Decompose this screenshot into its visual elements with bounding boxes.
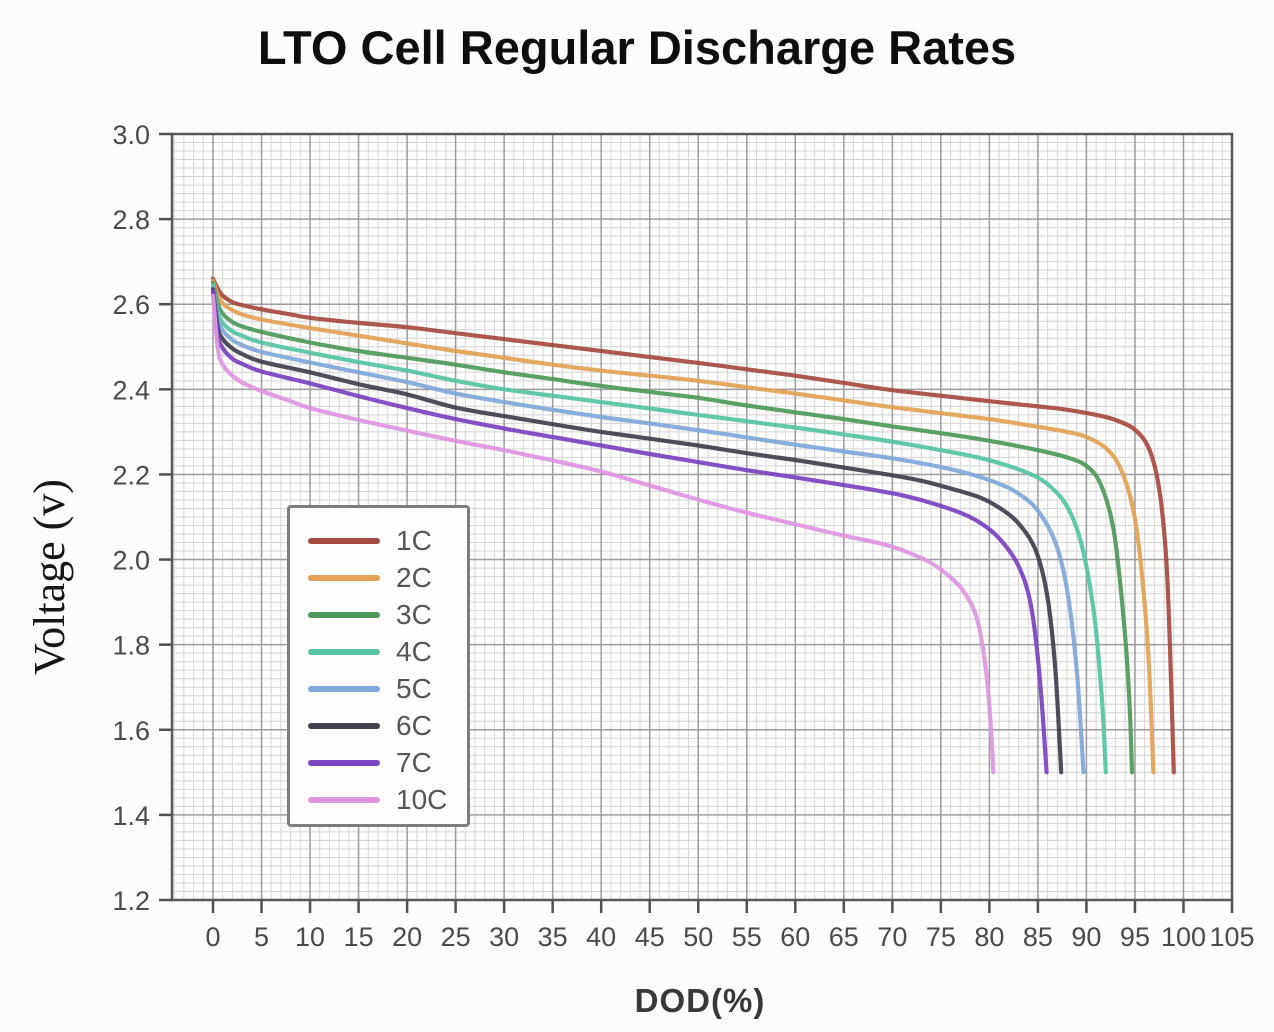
x-tick-label: 95 bbox=[1120, 922, 1150, 952]
x-tick-label: 65 bbox=[829, 922, 859, 952]
x-tick-label: 100 bbox=[1161, 922, 1206, 952]
x-tick-label: 90 bbox=[1071, 922, 1101, 952]
legend-line-swatch bbox=[308, 759, 380, 766]
x-tick-label: 80 bbox=[974, 922, 1004, 952]
x-tick-label: 75 bbox=[926, 922, 956, 952]
curve-6c bbox=[210, 287, 1064, 775]
y-tick-label: 2.4 bbox=[112, 375, 150, 405]
legend-line-swatch bbox=[308, 796, 380, 803]
y-tick-label: 2.2 bbox=[112, 460, 150, 490]
curve-4c bbox=[210, 283, 1108, 775]
legend-line-swatch bbox=[308, 648, 380, 655]
series-curves bbox=[210, 276, 1176, 775]
legend-line-swatch bbox=[308, 722, 380, 729]
y-tick-label: 2.0 bbox=[112, 546, 150, 576]
x-tick-label: 60 bbox=[780, 922, 810, 952]
legend-item-3c: 3C bbox=[308, 596, 467, 633]
legend-line-swatch bbox=[308, 685, 380, 692]
plot-frame bbox=[170, 132, 1234, 902]
legend-label: 5C bbox=[396, 672, 432, 704]
legend-label: 6C bbox=[396, 709, 432, 741]
y-tick-label: 1.2 bbox=[112, 886, 150, 916]
legend-item-10c: 10C bbox=[308, 781, 467, 818]
legend-label: 2C bbox=[396, 561, 432, 593]
x-tick-label: 10 bbox=[295, 922, 325, 952]
legend-line-swatch bbox=[308, 537, 380, 544]
x-tick-label: 55 bbox=[732, 922, 762, 952]
curve-1c bbox=[210, 276, 1176, 775]
legend-label: 1C bbox=[396, 524, 432, 556]
y-tick-label: 2.8 bbox=[112, 205, 150, 235]
tick-labels: 0 5 10 15 20 25 30 35 40 45 50 55 60 65 70 75 80 85 90 95 10… bbox=[112, 120, 1254, 952]
y-tick-label: 3.0 bbox=[112, 120, 150, 150]
chart-title: LTO Cell Regular Discharge Rates bbox=[257, 21, 1017, 74]
x-tick-label: 105 bbox=[1209, 922, 1254, 952]
axis-ticks bbox=[159, 132, 1234, 913]
x-tick-label: 0 bbox=[205, 922, 220, 952]
legend-line-swatch bbox=[308, 611, 380, 618]
legend-line-swatch bbox=[308, 574, 380, 581]
x-tick-label: 45 bbox=[635, 922, 665, 952]
legend-item-1c: 1C bbox=[308, 522, 467, 559]
x-tick-label: 20 bbox=[392, 922, 422, 952]
y-tick-label: 1.8 bbox=[112, 631, 150, 661]
x-tick-label: 85 bbox=[1023, 922, 1053, 952]
x-tick-label: 5 bbox=[254, 922, 269, 952]
x-tick-label: 15 bbox=[344, 922, 374, 952]
curve-3c bbox=[210, 280, 1135, 775]
x-tick-label: 30 bbox=[489, 922, 519, 952]
curve-7c bbox=[210, 289, 1049, 775]
x-tick-label: 50 bbox=[683, 922, 713, 952]
legend-item-5c: 5C bbox=[308, 670, 467, 707]
legend-item-7c: 7C bbox=[308, 744, 467, 781]
curve-10c bbox=[210, 293, 996, 775]
legend-label: 7C bbox=[396, 746, 432, 778]
legend-item-2c: 2C bbox=[308, 559, 467, 596]
y-tick-label: 1.6 bbox=[112, 716, 150, 746]
x-tick-label: 40 bbox=[586, 922, 616, 952]
x-tick-label: 70 bbox=[877, 922, 907, 952]
x-axis-label: DOD(%) bbox=[634, 982, 766, 1019]
legend-label: 3C bbox=[396, 598, 432, 630]
legend-label: 4C bbox=[396, 635, 432, 667]
legend-item-6c: 6C bbox=[308, 707, 467, 744]
x-tick-label: 35 bbox=[538, 922, 568, 952]
x-tick-label: 25 bbox=[441, 922, 471, 952]
legend-item-4c: 4C bbox=[308, 633, 467, 670]
curve-5c bbox=[210, 285, 1086, 775]
legend-label: 10C bbox=[396, 783, 448, 815]
curve-2c bbox=[210, 278, 1156, 775]
legend: 1C 2C 3C 4C 5C 6C 7C 10C bbox=[287, 505, 470, 827]
y-tick-label: 1.4 bbox=[112, 801, 150, 831]
y-axis-label: Voltage (v) bbox=[25, 479, 74, 675]
y-tick-label: 2.6 bbox=[112, 290, 150, 320]
